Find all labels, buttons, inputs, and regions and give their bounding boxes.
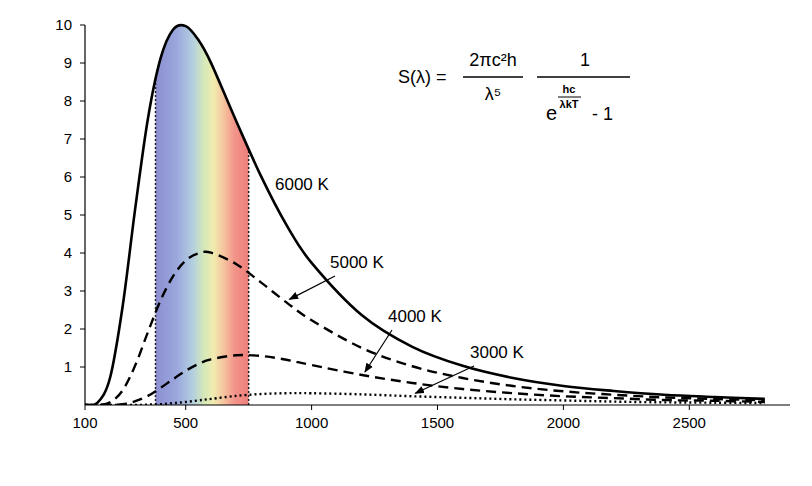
y-tick <box>80 329 85 330</box>
series-label: 6000 K <box>275 175 330 194</box>
y-tick <box>80 139 85 140</box>
x-tick <box>311 405 312 410</box>
y-tick-label: 9 <box>64 54 72 71</box>
formula-numerator: 2πc²h <box>469 50 516 70</box>
y-tick-label: 8 <box>64 92 72 109</box>
label-arrow <box>415 366 474 393</box>
x-tick <box>437 405 438 410</box>
series-line <box>85 252 765 405</box>
y-tick <box>80 215 85 216</box>
y-tick <box>80 291 85 292</box>
y-tick <box>80 253 85 254</box>
formula-denominator: λ⁵ <box>485 84 501 104</box>
y-tick-label: 7 <box>64 130 72 147</box>
y-tick-label: 4 <box>64 244 72 261</box>
spectrum-band <box>156 15 249 405</box>
y-tick-label: 2 <box>64 320 72 337</box>
series-label: 5000 K <box>330 253 385 272</box>
formula-exponent: λkT <box>560 98 579 110</box>
formula: S(λ) = 2πc²h λ⁵ 1 ehc λkT - 1 <box>398 50 630 124</box>
series-labels: 6000 K 5000 K 4000 K 3000 K <box>275 175 525 393</box>
y-tick <box>80 101 85 102</box>
series-line <box>85 393 765 405</box>
y-tick <box>80 367 85 368</box>
fraction-bar <box>463 76 523 77</box>
formula-lhs: S(λ) = <box>398 67 447 87</box>
y-tick-label: 3 <box>64 282 72 299</box>
fraction-bar <box>537 76 630 77</box>
spectrum-band-group <box>156 15 249 405</box>
y-tick-label: 5 <box>64 206 72 223</box>
series-line <box>85 355 765 405</box>
x-tick-label: 2500 <box>673 414 706 431</box>
x-tick <box>689 405 690 410</box>
x-tick-label: 100 <box>72 414 97 431</box>
label-arrow <box>365 330 392 372</box>
y-tick <box>80 177 85 178</box>
formula-exponent: hc <box>563 83 576 95</box>
series-line <box>85 25 765 405</box>
x-tick <box>563 405 564 410</box>
formula-base: e <box>546 102 557 124</box>
y-tick <box>80 63 85 64</box>
series-label: 4000 K <box>388 307 443 326</box>
series-label: 3000 K <box>470 343 525 362</box>
formula-numerator: 1 <box>580 50 590 70</box>
chart: 100 500 1000 1500 2000 2500 1 2 3 4 5 6 7 8 9 10 6000 K 5… <box>0 0 812 486</box>
x-tick-label: 1000 <box>295 414 328 431</box>
formula-minus-one: - 1 <box>592 104 613 124</box>
y-tick-label: 10 <box>55 16 72 33</box>
y-tick <box>80 25 85 26</box>
plot-area <box>85 15 765 405</box>
y-tick-label: 6 <box>64 168 72 185</box>
spectrum-edge <box>248 15 250 405</box>
x-tick-label: 2000 <box>547 414 580 431</box>
y-tick-label: 1 <box>64 358 72 375</box>
x-tick <box>85 405 86 410</box>
x-tick-label: 500 <box>173 414 198 431</box>
x-tick-label: 1500 <box>421 414 454 431</box>
x-tick <box>185 405 186 410</box>
axes: 100 500 1000 1500 2000 2500 1 2 3 4 5 6 7 8 9 10 <box>55 16 790 431</box>
label-arrow <box>289 276 335 299</box>
